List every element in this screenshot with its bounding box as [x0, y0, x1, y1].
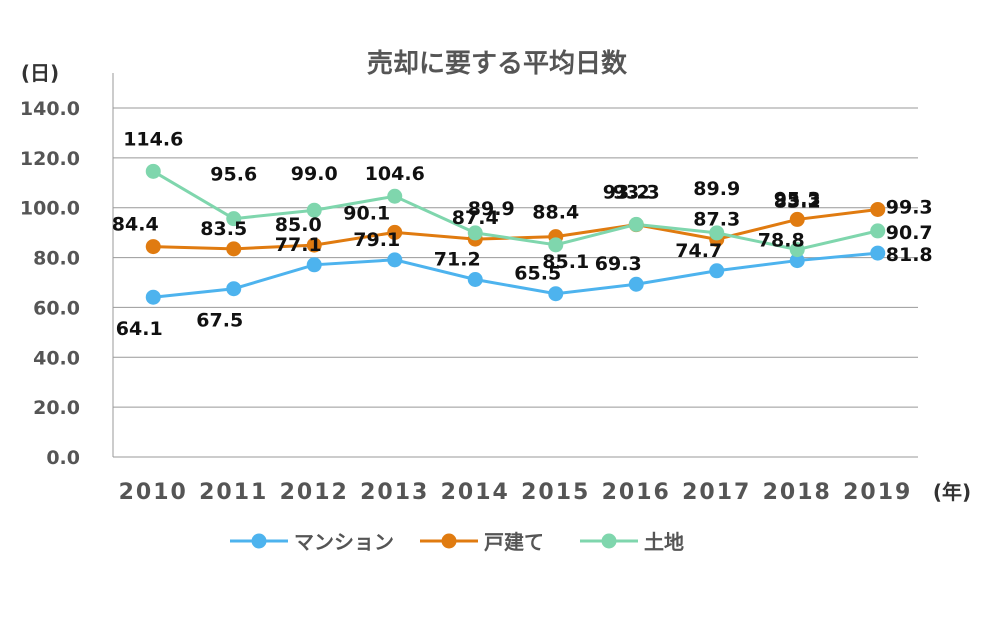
data-label: 88.4 [532, 202, 579, 224]
series-lines [145, 163, 886, 305]
data-label: 114.6 [123, 128, 183, 150]
x-tick-label: 2011 [199, 480, 268, 505]
data-point [145, 163, 161, 179]
data-label: 99.0 [291, 163, 338, 185]
x-tick-label: 2016 [602, 480, 671, 505]
data-label: 79.1 [353, 229, 400, 251]
data-label: 83.2 [774, 191, 821, 213]
data-label: 78.8 [758, 230, 805, 252]
data-point [226, 281, 242, 297]
data-point [548, 286, 564, 302]
data-label: 85.1 [542, 251, 589, 273]
y-axis-ticks: 0.0 20.0 40.0 60.0 80.0 100.0 120.0 140.0 [20, 98, 80, 469]
legend-marker [441, 533, 457, 549]
legend-label: マンション [294, 530, 394, 554]
data-labels: 64.1 67.5 77.1 79.1 71.2 65.5 69.3 74.7 78.8 81.8… [112, 128, 933, 340]
data-label: 95.6 [210, 164, 257, 186]
x-tick-label: 2018 [763, 480, 832, 505]
x-tick-label: 2010 [119, 480, 188, 505]
y-tick-label: 140.0 [20, 98, 80, 120]
legend-marker [601, 533, 617, 549]
data-label: 74.7 [675, 240, 722, 262]
data-label: 89.9 [693, 178, 740, 200]
data-point [226, 211, 242, 227]
legend-marker [251, 533, 267, 549]
x-tick-label: 2017 [682, 480, 751, 505]
y-tick-label: 20.0 [33, 397, 80, 419]
series-line [153, 251, 878, 299]
data-label: 93.2 [603, 182, 650, 204]
y-tick-label: 80.0 [33, 248, 80, 270]
data-point [870, 223, 886, 239]
data-point [387, 224, 403, 240]
data-label: 65.5 [514, 263, 561, 285]
y-tick-label: 60.0 [33, 297, 80, 319]
legend-label: 土地 [644, 530, 684, 554]
data-label: 67.5 [196, 310, 243, 332]
data-point [306, 202, 322, 218]
data-label: 90.7 [886, 222, 933, 244]
data-point [870, 201, 886, 217]
data-label: 87.3 [693, 208, 740, 230]
data-point [789, 253, 805, 269]
y-tick-label: 0.0 [46, 447, 80, 469]
legend: マンション 戸建て 土地 [230, 530, 684, 554]
x-tick-label: 2014 [441, 480, 510, 505]
data-point [145, 289, 161, 305]
data-label: 71.2 [434, 249, 481, 271]
data-point [226, 241, 242, 257]
data-point [548, 237, 564, 253]
legend-item: 土地 [580, 530, 684, 554]
data-point [467, 225, 483, 241]
data-point [628, 276, 644, 292]
x-tick-label: 2015 [521, 480, 590, 505]
series-line [152, 170, 879, 252]
data-point [387, 252, 403, 268]
data-label: 83.5 [200, 218, 247, 240]
data-label: 84.4 [112, 214, 159, 236]
data-label: 81.8 [886, 244, 933, 266]
data-label: 93.3 [613, 181, 660, 203]
data-point [467, 272, 483, 288]
data-point [709, 225, 725, 241]
y-tick-label: 120.0 [20, 148, 80, 170]
y-tick-label: 100.0 [20, 198, 80, 220]
x-tick-label: 2019 [843, 480, 912, 505]
y-tick-label: 40.0 [33, 347, 80, 369]
chart-title: 売却に要する平均日数 [367, 49, 628, 79]
x-axis-unit: (年) [933, 480, 971, 504]
data-point [628, 216, 644, 232]
data-label: 64.1 [116, 318, 163, 340]
data-point [789, 242, 805, 258]
data-label: 99.3 [886, 196, 933, 218]
data-point [306, 237, 322, 253]
data-label: 90.1 [343, 202, 390, 224]
data-point [789, 211, 805, 227]
data-point [709, 263, 725, 279]
data-point [306, 257, 322, 273]
legend-item: マンション [230, 530, 394, 554]
y-axis-unit: (日) [21, 61, 59, 85]
gridlines [112, 73, 918, 458]
data-label: 85.0 [275, 214, 322, 236]
legend-label: 戸建て [484, 530, 544, 554]
x-tick-label: 2012 [280, 480, 349, 505]
x-axis-ticks: 2010 2011 2012 2013 2014 2015 2016 2017 2018 2019 [119, 480, 912, 505]
data-label: 104.6 [365, 163, 425, 185]
x-tick-label: 2013 [360, 480, 429, 505]
data-point [870, 245, 886, 261]
data-label: 69.3 [595, 253, 642, 275]
data-point [145, 239, 161, 255]
data-point [387, 188, 403, 204]
data-label: 95.3 [774, 188, 821, 210]
data-label: 89.9 [468, 198, 515, 220]
data-label: 77.1 [275, 234, 322, 256]
data-label: 87.4 [452, 207, 499, 229]
legend-item: 戸建て [420, 530, 544, 554]
